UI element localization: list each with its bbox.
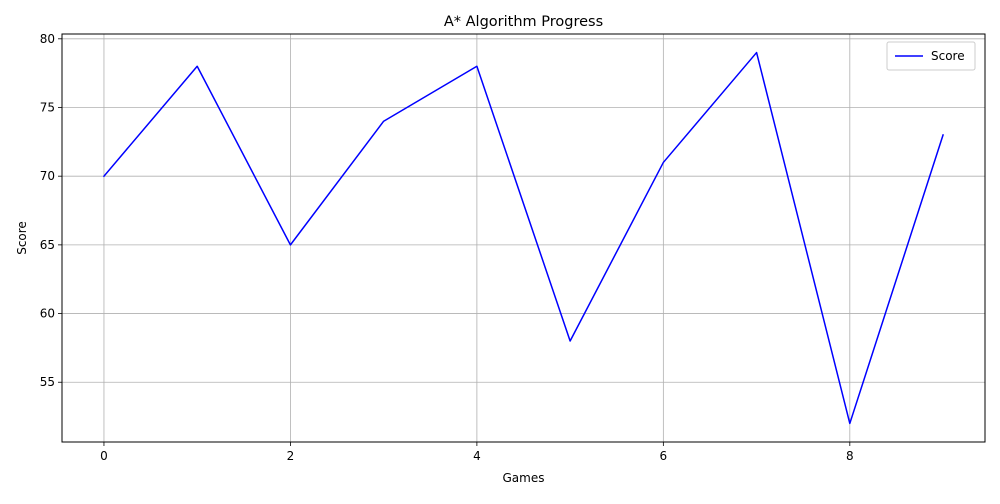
x-tick-label: 4 bbox=[473, 449, 481, 463]
plot-area-frame bbox=[61, 33, 986, 443]
legend-label-score: Score bbox=[931, 49, 965, 63]
y-axis-label: Score bbox=[15, 221, 29, 255]
series-line-score bbox=[102, 51, 944, 425]
y-tick-label: 60 bbox=[40, 307, 55, 321]
axis-ticks: 0 2 4 6 8 55 60 65 70 75 80 bbox=[40, 32, 854, 463]
legend-box bbox=[886, 41, 976, 71]
x-axis-label: Games bbox=[503, 471, 545, 485]
x-tick-label: 2 bbox=[287, 449, 295, 463]
chart-title: A* Algorithm Progress bbox=[444, 14, 603, 30]
y-tick-label: 70 bbox=[40, 169, 55, 183]
series-layer bbox=[102, 51, 944, 425]
y-tick-label: 75 bbox=[40, 100, 55, 114]
x-tick-label: 8 bbox=[846, 449, 854, 463]
x-tick-label: 6 bbox=[660, 449, 668, 463]
y-tick-label: 65 bbox=[40, 238, 55, 252]
grid bbox=[62, 34, 985, 442]
x-tick-label: 0 bbox=[100, 449, 108, 463]
y-tick-label: 80 bbox=[40, 32, 55, 46]
y-tick-label: 55 bbox=[40, 375, 55, 389]
legend: Score bbox=[886, 41, 976, 71]
